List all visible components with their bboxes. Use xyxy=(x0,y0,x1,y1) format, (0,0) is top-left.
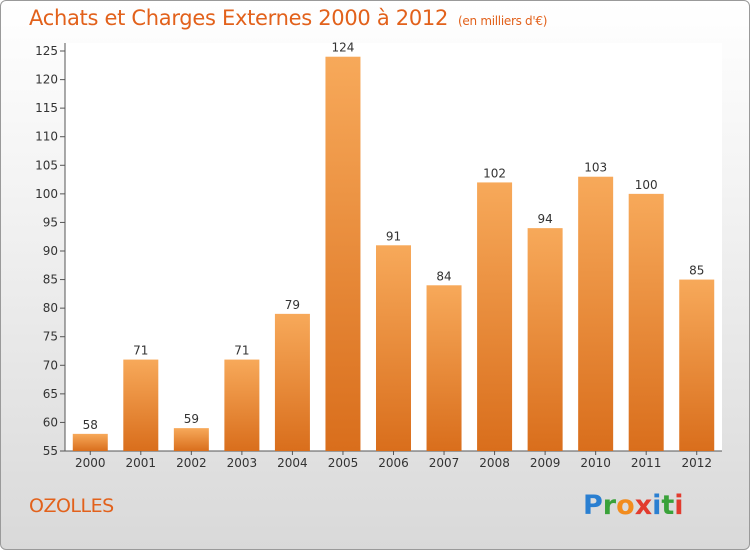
bar xyxy=(628,193,664,451)
x-tick-label: 2004 xyxy=(277,456,308,470)
bar xyxy=(72,433,108,451)
logo-letter: r xyxy=(602,490,617,521)
bar xyxy=(477,182,513,451)
chart-subtitle: (en milliers d'€) xyxy=(458,14,548,28)
bar-value-label: 58 xyxy=(83,418,98,432)
y-tick-label: 85 xyxy=(43,273,58,287)
y-tick-label: 105 xyxy=(35,158,58,172)
bar-value-label: 102 xyxy=(483,166,506,180)
bar-value-label: 91 xyxy=(386,229,401,243)
bar-value-label: 71 xyxy=(234,344,249,358)
chart-title: Achats et Charges Externes 2000 à 2012 (e… xyxy=(29,6,547,30)
x-tick-label: 2012 xyxy=(681,456,712,470)
bar-value-label: 85 xyxy=(689,264,704,278)
bar-value-label: 124 xyxy=(332,41,355,55)
bar xyxy=(274,313,310,451)
bar-value-label: 94 xyxy=(537,212,552,226)
bar-value-label: 84 xyxy=(436,269,451,283)
bar xyxy=(426,285,462,451)
x-tick-label: 2007 xyxy=(429,456,460,470)
logo-letter: o xyxy=(616,490,635,521)
y-tick-label: 110 xyxy=(35,130,58,144)
y-tick-label: 120 xyxy=(35,73,58,87)
commune-name: OZOLLES xyxy=(29,495,114,517)
bar-value-label: 59 xyxy=(184,412,199,426)
x-tick-label: 2002 xyxy=(176,456,207,470)
bar xyxy=(376,245,411,451)
y-tick-label: 125 xyxy=(35,44,58,58)
bar xyxy=(679,279,715,451)
chart-title-text: Achats et Charges Externes 2000 à 2012 xyxy=(29,6,449,30)
logo-letter: i xyxy=(674,490,684,521)
x-tick-label: 2011 xyxy=(631,456,662,470)
logo-letter: i xyxy=(652,490,662,521)
y-tick-label: 90 xyxy=(43,244,58,258)
bar xyxy=(578,176,614,451)
y-tick-label: 55 xyxy=(43,444,58,458)
bar-value-label: 71 xyxy=(133,344,148,358)
x-tick-label: 2000 xyxy=(75,456,106,470)
x-tick-label: 2006 xyxy=(378,456,409,470)
bar xyxy=(527,228,563,451)
bar-value-label: 100 xyxy=(635,178,658,192)
bar-value-label: 103 xyxy=(584,161,607,175)
bar xyxy=(123,359,159,451)
bar xyxy=(173,428,209,451)
logo-letter: t xyxy=(661,490,675,521)
x-tick-label: 2008 xyxy=(479,456,510,470)
x-tick-label: 2001 xyxy=(126,456,157,470)
y-tick-label: 65 xyxy=(43,387,58,401)
x-tick-label: 2003 xyxy=(227,456,258,470)
bar xyxy=(224,359,260,451)
logo-letter: x xyxy=(634,490,653,521)
x-tick-label: 2010 xyxy=(580,456,611,470)
y-tick-label: 75 xyxy=(43,330,58,344)
bar xyxy=(325,56,361,451)
y-tick-label: 100 xyxy=(35,187,58,201)
logo-letter: P xyxy=(583,490,603,521)
proxiti-logo: Proxiti xyxy=(583,490,684,521)
x-tick-label: 2009 xyxy=(530,456,561,470)
y-tick-label: 95 xyxy=(43,215,58,229)
y-tick-label: 80 xyxy=(43,301,58,315)
bar-value-label: 79 xyxy=(285,298,300,312)
y-tick-label: 115 xyxy=(35,101,58,115)
x-tick-label: 2005 xyxy=(328,456,359,470)
y-tick-label: 70 xyxy=(43,358,58,372)
y-tick-label: 60 xyxy=(43,415,58,429)
